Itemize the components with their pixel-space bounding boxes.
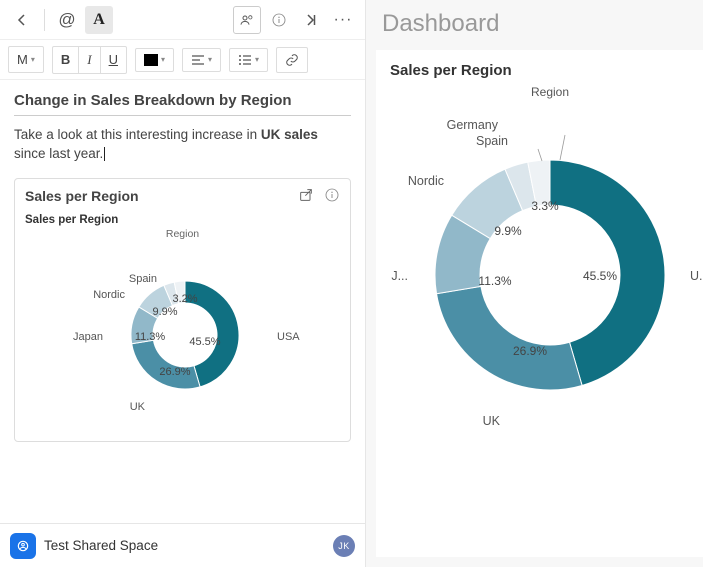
svg-text:Nordic: Nordic bbox=[93, 289, 125, 301]
back-button[interactable] bbox=[8, 6, 36, 34]
more-button[interactable]: ··· bbox=[329, 6, 357, 34]
svg-text:J...: J... bbox=[391, 269, 408, 283]
dashboard-chart-title: Sales per Region bbox=[390, 62, 703, 79]
svg-text:3.2%: 3.2% bbox=[172, 293, 197, 305]
svg-text:3.3%: 3.3% bbox=[531, 199, 559, 213]
dashboard-body: Sales per Region Region U... 45.5% UK 26.9%… bbox=[376, 50, 703, 557]
underline-button[interactable]: U bbox=[101, 47, 126, 73]
svg-text:UK: UK bbox=[130, 401, 146, 413]
goto-end-button[interactable] bbox=[297, 6, 325, 34]
collaborators-button[interactable] bbox=[233, 6, 261, 34]
text-style-button[interactable]: A bbox=[85, 6, 113, 34]
chart-snapshot-card: Sales per Region Sales per Region Region… bbox=[14, 178, 351, 442]
note-body-text-2: since last year. bbox=[14, 146, 103, 161]
space-icon[interactable] bbox=[10, 533, 36, 559]
user-avatar[interactable]: JK bbox=[333, 535, 355, 557]
space-name[interactable]: Test Shared Space bbox=[44, 538, 325, 553]
svg-text:9.9%: 9.9% bbox=[494, 224, 522, 238]
bold-button[interactable]: B bbox=[53, 47, 79, 73]
info-icon[interactable] bbox=[324, 187, 340, 206]
svg-text:11.3%: 11.3% bbox=[135, 331, 166, 343]
right-panel: Dashboard Sales per Region Region U... 45… bbox=[366, 0, 703, 567]
chart-legend-title: Region bbox=[25, 228, 340, 240]
note-title[interactable]: Change in Sales Breakdown by Region bbox=[14, 92, 351, 116]
italic-button[interactable]: I bbox=[79, 47, 100, 73]
chart-card-title: Sales per Region bbox=[25, 188, 298, 204]
svg-text:Spain: Spain bbox=[129, 273, 157, 285]
align-dropdown[interactable]: ▾ bbox=[183, 49, 220, 71]
svg-text:9.9%: 9.9% bbox=[152, 306, 177, 318]
donut-chart-small: USA 45.5% UK 26.9% Japan 11.3% Nordic 9.9% Spain… bbox=[25, 240, 345, 430]
mention-button[interactable]: @ bbox=[53, 6, 81, 34]
svg-text:11.3%: 11.3% bbox=[478, 274, 511, 288]
note-toolbar-format: M▾ B I U ▾ ▾ ▾ bbox=[0, 40, 365, 80]
note-body-bold: UK sales bbox=[261, 127, 318, 142]
svg-text:U...: U... bbox=[690, 269, 703, 283]
share-icon[interactable] bbox=[298, 187, 314, 206]
list-dropdown[interactable]: ▾ bbox=[230, 49, 267, 71]
heading-dropdown[interactable]: M▾ bbox=[9, 47, 43, 72]
svg-text:26.9%: 26.9% bbox=[513, 344, 547, 358]
left-panel: @ A ··· M▾ B I U ▾ ▾ ▾ Change in Sales bbox=[0, 0, 366, 567]
dashboard-legend-title: Region bbox=[390, 85, 703, 99]
note-toolbar-nav: @ A ··· bbox=[0, 0, 365, 40]
note-body[interactable]: Take a look at this interesting increase… bbox=[14, 126, 351, 164]
info-button[interactable] bbox=[265, 6, 293, 34]
divider bbox=[44, 9, 45, 31]
svg-text:Spain: Spain bbox=[476, 134, 508, 148]
svg-text:Nordic: Nordic bbox=[408, 174, 444, 188]
svg-text:UK: UK bbox=[483, 414, 501, 428]
svg-text:Germany: Germany bbox=[447, 118, 499, 132]
footer-bar: Test Shared Space JK bbox=[0, 523, 365, 567]
note-body-text: Take a look at this interesting increase… bbox=[14, 127, 261, 142]
chart-subtitle: Sales per Region bbox=[25, 214, 340, 226]
dashboard-title: Dashboard bbox=[366, 0, 703, 44]
note-editor[interactable]: Change in Sales Breakdown by Region Take… bbox=[0, 80, 365, 523]
svg-text:USA: USA bbox=[277, 331, 300, 343]
text-color-dropdown[interactable]: ▾ bbox=[136, 49, 173, 71]
donut-chart-large: U... 45.5% UK 26.9% J... 11.3% Nordic 9.9% Spain… bbox=[390, 105, 703, 445]
svg-text:45.5%: 45.5% bbox=[189, 336, 220, 348]
text-cursor bbox=[104, 147, 105, 161]
svg-text:26.9%: 26.9% bbox=[159, 366, 190, 378]
svg-text:45.5%: 45.5% bbox=[583, 269, 617, 283]
svg-text:Japan: Japan bbox=[73, 331, 103, 343]
link-button[interactable] bbox=[277, 48, 307, 72]
